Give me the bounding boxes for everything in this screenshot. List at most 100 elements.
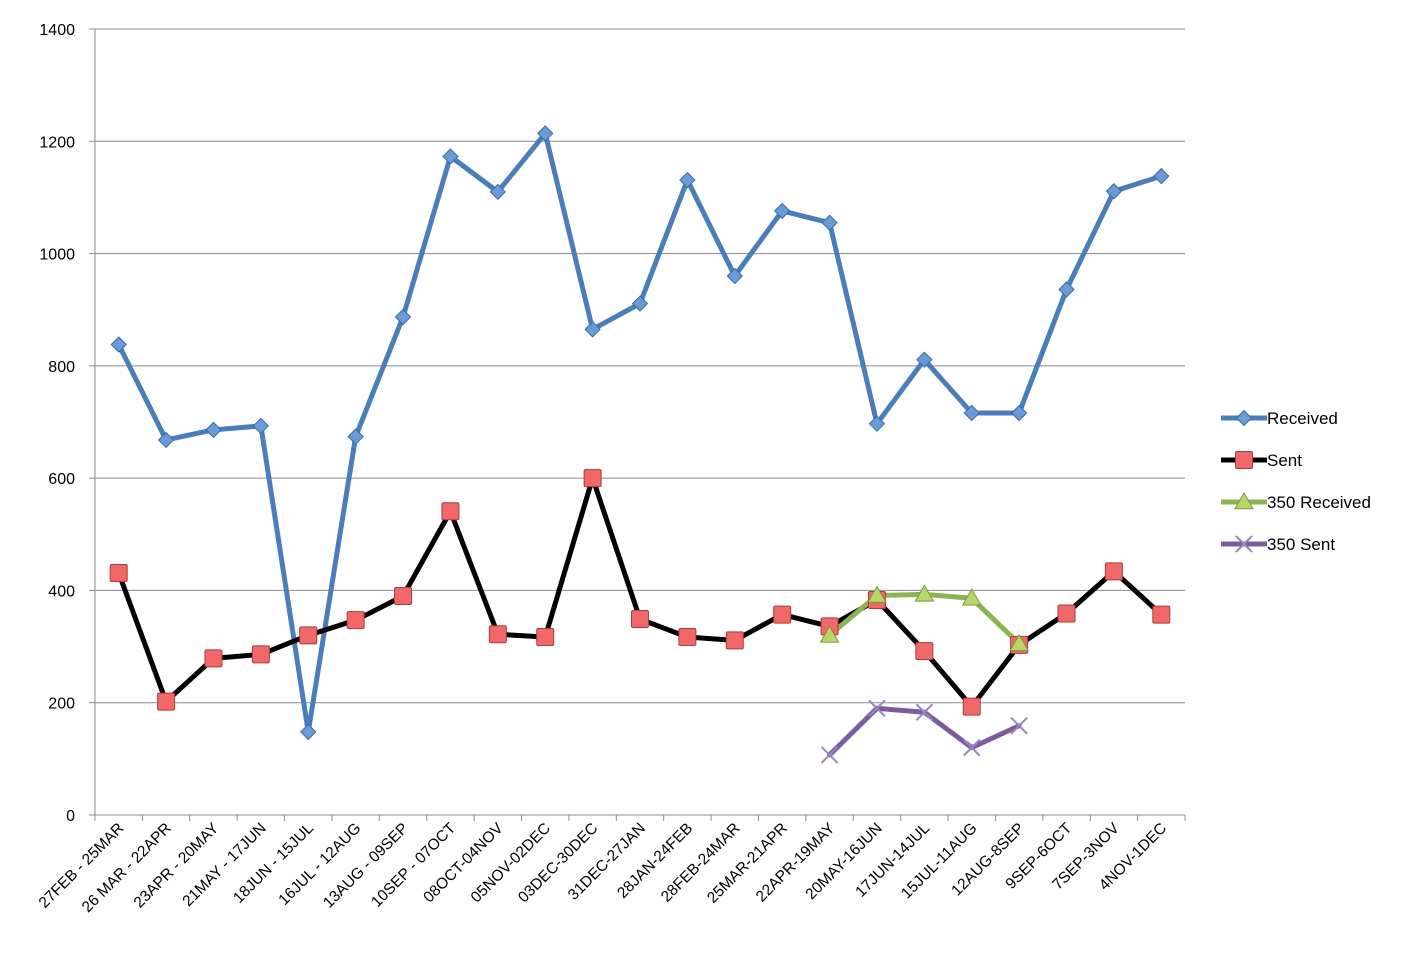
square-marker bbox=[299, 626, 318, 645]
x-marker bbox=[963, 738, 981, 757]
triangle-marker bbox=[1234, 491, 1254, 510]
diamond-marker bbox=[157, 431, 175, 449]
diamond-marker bbox=[584, 321, 601, 338]
diamond-marker bbox=[679, 171, 696, 189]
square-marker bbox=[725, 631, 744, 650]
y-tick-label: 800 bbox=[48, 359, 75, 376]
diamond-marker bbox=[1235, 409, 1253, 427]
legend-label: 350 Received bbox=[1267, 493, 1371, 512]
x-tick-label: 23APR - 20MAY bbox=[131, 820, 223, 912]
square-marker bbox=[157, 692, 176, 711]
diamond-marker bbox=[252, 417, 270, 435]
x-marker-stroke bbox=[963, 738, 981, 757]
x-tick-label: 25MAR-21APR bbox=[704, 820, 791, 907]
triangle-marker bbox=[867, 585, 887, 603]
y-tick-label: 600 bbox=[48, 471, 75, 488]
diamond-marker bbox=[726, 267, 743, 285]
diamond-marker bbox=[489, 183, 507, 201]
x-marker-stroke bbox=[915, 703, 934, 721]
y-tick-label: 200 bbox=[48, 696, 75, 713]
square-marker bbox=[251, 645, 270, 664]
x-tick-label: 26 MAR - 22APR bbox=[79, 820, 175, 916]
triangle-marker bbox=[1009, 633, 1029, 652]
series-markers bbox=[109, 125, 1171, 764]
series-line bbox=[827, 705, 1022, 758]
x-marker-stroke bbox=[820, 746, 839, 764]
diamond-marker bbox=[916, 351, 933, 368]
diamond-marker bbox=[205, 421, 222, 439]
x-marker bbox=[868, 699, 886, 718]
x-marker-stroke bbox=[1010, 717, 1028, 735]
legend-item: 350 Received bbox=[1221, 491, 1371, 512]
triangle-marker bbox=[914, 584, 935, 602]
diamond-marker bbox=[631, 295, 649, 312]
y-tick-label: 1200 bbox=[39, 134, 75, 151]
square-marker bbox=[394, 587, 413, 606]
series-points bbox=[109, 469, 1171, 716]
diamond-marker bbox=[1010, 404, 1028, 422]
legend-item: Received bbox=[1221, 409, 1338, 428]
square-marker bbox=[678, 628, 697, 647]
series-lines bbox=[116, 130, 1164, 758]
square-marker bbox=[204, 649, 223, 668]
x-tick-label: 13AUG - 09SEP bbox=[320, 820, 412, 912]
series-points bbox=[110, 125, 1170, 741]
triangle-marker bbox=[961, 588, 982, 606]
x-marker bbox=[1010, 717, 1028, 735]
square-marker bbox=[962, 697, 981, 716]
axes: 0 200 400 600 800 1000 1200 1400 27FEB - 25MAR26… bbox=[36, 22, 1186, 916]
diamond-marker bbox=[963, 404, 980, 422]
x-marker bbox=[820, 746, 839, 764]
diamond-marker bbox=[394, 308, 412, 326]
x-tick-label: 10SEP - 07OCT bbox=[368, 819, 459, 910]
legend-label: 350 Sent bbox=[1267, 535, 1335, 554]
legend-item: Sent bbox=[1221, 451, 1302, 470]
x-marker bbox=[1235, 535, 1253, 553]
series-line bbox=[827, 591, 1022, 647]
square-marker bbox=[1104, 562, 1123, 581]
series-line bbox=[116, 130, 1164, 735]
square-marker bbox=[773, 605, 792, 624]
y-tick-label: 1000 bbox=[39, 247, 75, 264]
y-tick-label: 0 bbox=[66, 808, 75, 825]
diamond-marker bbox=[110, 336, 127, 353]
square-marker bbox=[915, 642, 934, 661]
diamond-marker bbox=[821, 214, 838, 231]
x-marker-stroke bbox=[868, 699, 886, 718]
gridlines bbox=[95, 28, 1185, 704]
diamond-marker bbox=[442, 148, 459, 165]
diamond-marker bbox=[1058, 281, 1075, 298]
square-marker bbox=[346, 611, 365, 630]
series-points bbox=[819, 584, 1029, 652]
square-marker bbox=[583, 469, 602, 488]
square-marker bbox=[109, 564, 128, 583]
square-marker bbox=[488, 625, 507, 644]
series-points bbox=[820, 699, 1028, 764]
diamond-marker bbox=[773, 202, 791, 220]
x-marker-stroke bbox=[1235, 535, 1253, 553]
square-marker bbox=[631, 610, 649, 629]
triangle-marker bbox=[819, 625, 840, 643]
legend-item: 350 Sent bbox=[1221, 535, 1335, 554]
diamond-marker bbox=[537, 125, 554, 142]
diamond-marker bbox=[347, 428, 364, 445]
square-marker bbox=[1152, 605, 1171, 624]
square-marker bbox=[1235, 451, 1253, 469]
diamond-marker bbox=[868, 415, 886, 432]
square-marker bbox=[441, 502, 460, 521]
square-marker bbox=[536, 628, 555, 647]
x-marker bbox=[915, 703, 934, 721]
legend: Received Sent 350 Received 350 Sent bbox=[1221, 409, 1371, 554]
square-marker bbox=[1057, 604, 1076, 623]
diamond-marker bbox=[1105, 183, 1123, 200]
y-tick-label: 1400 bbox=[39, 22, 75, 39]
x-tick-label: 16JUL - 12AUG bbox=[275, 820, 364, 909]
diamond-marker bbox=[300, 723, 317, 741]
x-tick-label: 21MAY - 17JUN bbox=[179, 820, 269, 910]
legend-label: Sent bbox=[1267, 451, 1302, 470]
x-tick-label: 18JUN - 15JUL bbox=[230, 820, 317, 907]
y-tick-label: 400 bbox=[48, 583, 75, 600]
x-tick-label: 27FEB - 25MAR bbox=[36, 820, 128, 912]
